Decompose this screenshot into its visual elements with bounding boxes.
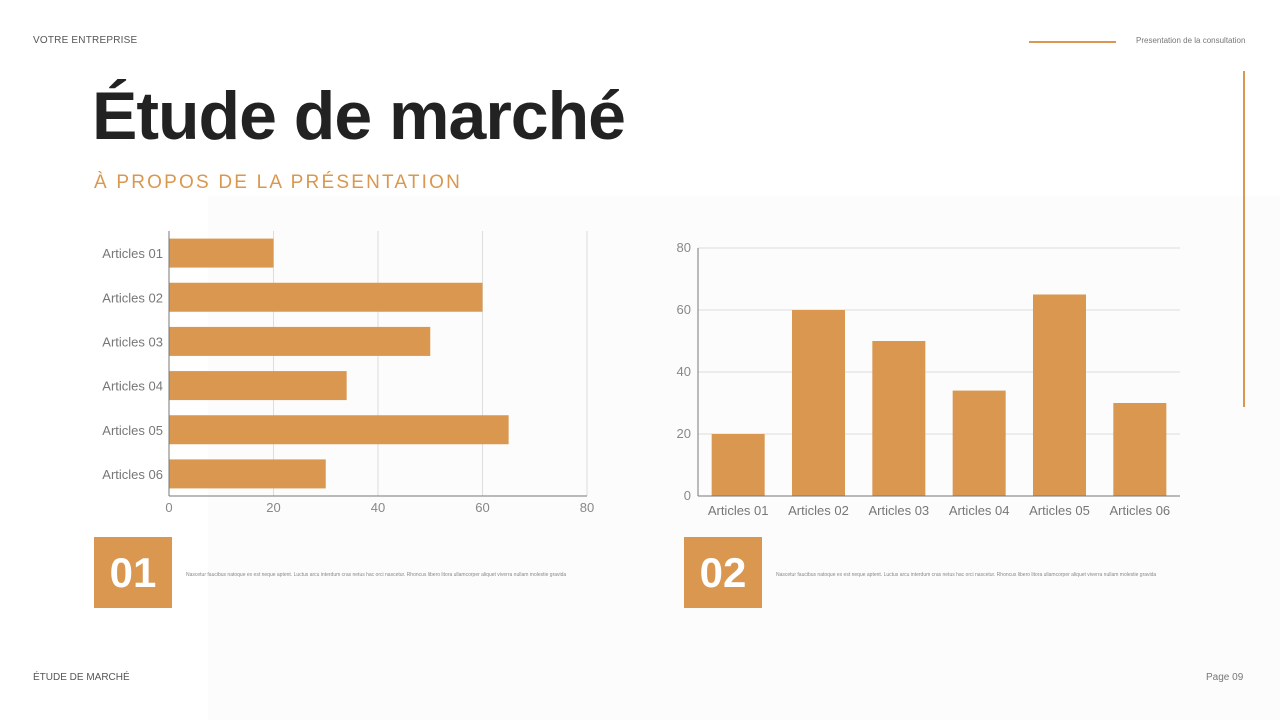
bar-2: [169, 282, 483, 312]
bar-3: [872, 341, 926, 496]
category-label: Articles 06: [102, 467, 163, 482]
section-number-01: 01: [94, 537, 172, 608]
tick-label-x: 20: [266, 500, 280, 515]
footer-title: ÉTUDE DE MARCHÉ: [33, 672, 130, 683]
bar-5: [169, 415, 509, 445]
tick-label-y: 60: [677, 302, 691, 317]
section-text-01: Nascetur faucibus natoque ex est neque a…: [186, 572, 567, 578]
category-label: Articles 03: [102, 334, 163, 349]
company-name: VOTRE ENTREPRISE: [33, 35, 138, 46]
tick-label-y: 20: [677, 426, 691, 441]
tick-label-x: 40: [371, 500, 385, 515]
category-label: Articles 05: [1029, 503, 1090, 518]
bar-4: [952, 390, 1006, 496]
category-label: Articles 01: [102, 246, 163, 261]
page-number: Page 09: [1206, 672, 1244, 683]
category-label: Articles 02: [102, 290, 163, 305]
category-label: Articles 02: [788, 503, 849, 518]
tick-label-x: 80: [580, 500, 594, 515]
category-label: Articles 01: [708, 503, 769, 518]
presentation-label: Presentation de la consultation: [1136, 36, 1246, 45]
bar-6: [169, 459, 326, 489]
category-label: Articles 05: [102, 423, 163, 438]
bar-2: [792, 310, 845, 496]
section-number-02: 02: [684, 537, 762, 608]
bar-3: [169, 326, 431, 356]
bar-1: [711, 434, 765, 496]
horizontal-bar-chart: 0 20 40 60 80 Articles 01 Articles 02 Articles …: [102, 231, 594, 515]
category-label: Articles 04: [949, 503, 1010, 518]
vertical-accent-rule: [1243, 71, 1245, 407]
tick-label-x: 0: [165, 500, 172, 515]
bar-6: [1113, 403, 1167, 496]
tick-label-x: 60: [475, 500, 489, 515]
tick-label-y: 80: [677, 240, 691, 255]
page-title: Étude de marché: [92, 78, 626, 154]
bar-4: [169, 371, 347, 401]
tick-label-y: 0: [684, 488, 691, 503]
category-label: Articles 03: [868, 503, 929, 518]
tick-label-y: 40: [677, 364, 691, 379]
vertical-bar-chart: 0 20 40 60 80 Articles 01 Articles 02 Articles …: [677, 240, 1180, 518]
bar-1: [169, 238, 274, 268]
section-text-02: Nascetur faucibus natoque ex est neque a…: [776, 572, 1157, 578]
page-subtitle: À PROPOS DE LA PRÉSENTATION: [94, 172, 463, 193]
bar-5: [1033, 294, 1086, 496]
header-rule: [1029, 41, 1116, 43]
category-label: Articles 06: [1109, 503, 1170, 518]
category-label: Articles 04: [102, 379, 163, 394]
